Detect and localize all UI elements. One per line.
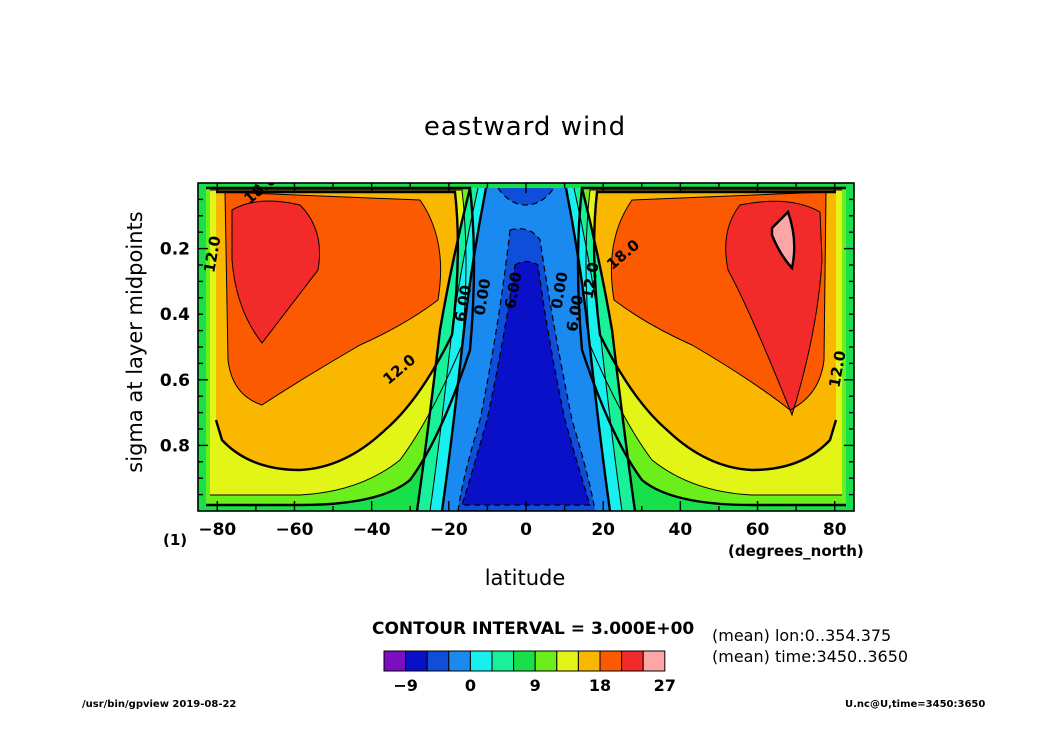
x-axis: −80 −60 −40 −20 0 20 40 60 80 bbox=[198, 183, 847, 540]
mean-time-note: (mean) time:3450..3650 bbox=[712, 647, 909, 666]
contour-line bbox=[592, 190, 838, 472]
contour-line bbox=[429, 187, 479, 511]
y-tick-label: 0.4 bbox=[160, 305, 190, 325]
band-eq-m6 bbox=[462, 261, 590, 505]
contour-interval-text: CONTOUR INTERVAL = 3.000E+00 bbox=[372, 619, 695, 639]
band-north-27 bbox=[772, 212, 795, 268]
contour-line bbox=[509, 228, 596, 511]
band-south-24 bbox=[232, 201, 320, 343]
y-axis: 0.2 0.4 0.6 0.8 bbox=[160, 198, 854, 496]
band-north-24 bbox=[725, 201, 822, 415]
footer-left: /usr/bin/gpview 2019-08-22 bbox=[82, 699, 237, 710]
x-tick-label: 0 bbox=[520, 520, 532, 540]
x-tick-label: −20 bbox=[430, 520, 468, 540]
colorbar-swatch bbox=[426, 650, 450, 672]
x-axis-label: latitude bbox=[484, 566, 566, 590]
y-tick-label: 0.8 bbox=[160, 436, 190, 456]
contour-line bbox=[610, 191, 827, 411]
contour-line bbox=[224, 191, 442, 406]
footer-right: U.nc@U,time=3450:3650 bbox=[845, 699, 986, 710]
contour-line bbox=[461, 260, 591, 506]
contour-line bbox=[497, 187, 555, 206]
x-tick-label: −40 bbox=[353, 520, 391, 540]
panel-label: (1) bbox=[163, 531, 188, 549]
y-tick-label: 0.2 bbox=[160, 240, 190, 260]
colorbar-swatch bbox=[577, 650, 601, 672]
colorbar-swatch bbox=[534, 650, 558, 672]
x-tick-label: 80 bbox=[823, 520, 847, 540]
contour-line bbox=[770, 209, 796, 271]
contour-line bbox=[210, 189, 467, 496]
colorbar-swatch bbox=[405, 650, 428, 672]
colorbar-swatch bbox=[556, 650, 579, 672]
contour-line bbox=[573, 187, 623, 511]
y-axis-label: sigma at layer midpoints bbox=[123, 211, 147, 473]
contour-line bbox=[440, 187, 488, 511]
colorbar-tick-label: 0 bbox=[465, 676, 476, 695]
contour-line bbox=[231, 200, 321, 344]
x-tick-label: 40 bbox=[669, 520, 693, 540]
x-tick-label: −60 bbox=[276, 520, 314, 540]
contour-line bbox=[415, 187, 472, 511]
colorbar-swatch bbox=[491, 650, 515, 672]
colorbar-tick-label: −9 bbox=[393, 676, 418, 695]
colorbar-tick-label: 27 bbox=[654, 676, 676, 695]
colorbar-tick-label: 18 bbox=[589, 676, 611, 695]
colorbar: −9 0 9 18 27 bbox=[383, 650, 676, 695]
colorbar-swatch bbox=[448, 650, 471, 672]
contour-line bbox=[725, 200, 823, 417]
x-axis-unit: (degrees_north) bbox=[728, 542, 864, 560]
chart-title: eastward wind bbox=[423, 112, 627, 142]
contour-line bbox=[585, 189, 842, 496]
y-tick-label: 0.6 bbox=[160, 371, 190, 391]
colorbar-swatch bbox=[621, 650, 644, 672]
x-tick-label: 60 bbox=[746, 520, 770, 540]
colorbar-swatch bbox=[469, 650, 493, 672]
colorbar-tick-label: 9 bbox=[530, 676, 541, 695]
colorbar-swatch bbox=[642, 650, 666, 672]
x-tick-label: −80 bbox=[198, 520, 236, 540]
mean-lon-note: (mean) lon:0..354.375 bbox=[712, 626, 892, 645]
contour-line bbox=[580, 187, 637, 511]
colorbar-swatch bbox=[513, 650, 536, 672]
colorbar-swatch bbox=[599, 650, 623, 672]
colorbar-swatch bbox=[383, 650, 407, 672]
x-tick-label: 20 bbox=[591, 520, 615, 540]
contour-line bbox=[564, 187, 612, 511]
contour-line bbox=[214, 190, 460, 472]
